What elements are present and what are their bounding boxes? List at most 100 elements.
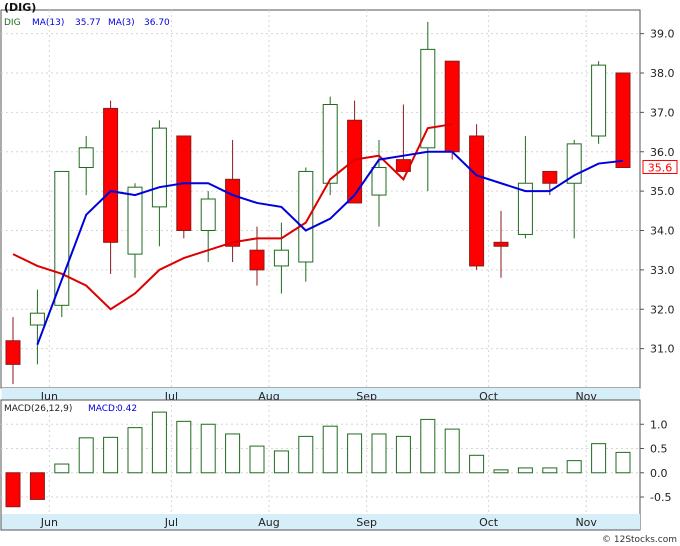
candle <box>322 96 338 196</box>
macd-label: MACD: <box>88 404 118 414</box>
candle <box>298 167 314 282</box>
ma13-label: MA(13) <box>32 18 64 28</box>
macd-bar <box>273 450 289 474</box>
price-ytick-label: 39.0 <box>650 28 675 41</box>
macd-xtick-label: Jun <box>40 516 58 529</box>
candle-body <box>249 249 265 271</box>
candle <box>420 21 436 192</box>
macd-bar <box>225 433 241 474</box>
candle <box>469 124 485 270</box>
price-ytick-label: 36.0 <box>650 146 675 159</box>
macd-bars <box>5 411 631 508</box>
price-ytick-label: 35.0 <box>650 185 675 198</box>
macd-xtick-label: Aug <box>258 516 279 529</box>
macd-bar <box>298 435 314 474</box>
last-price-badge: 35.6 <box>642 160 678 175</box>
macd-bar <box>347 433 363 474</box>
macd-bar <box>151 411 167 474</box>
macd-bar <box>127 427 143 474</box>
price-y-axis: 31.0 32.0 33.0 34.0 35.0 36.0 37.0 38.0 39.0 <box>640 28 675 356</box>
macd-bar <box>371 433 387 474</box>
macd-bar <box>200 423 216 474</box>
price-ytick-label: 31.0 <box>650 343 675 356</box>
price-ytick-label: 33.0 <box>650 264 675 277</box>
candle-body <box>566 143 582 184</box>
candle-body <box>615 72 631 168</box>
macd-bar <box>420 418 436 474</box>
candle <box>591 61 607 144</box>
moving-averages <box>12 123 624 346</box>
macd-bar <box>591 443 607 474</box>
candle-body <box>444 60 460 153</box>
macd-ytick-label: 0.0 <box>650 467 668 480</box>
candle-body <box>420 48 436 149</box>
candle-body <box>103 107 119 243</box>
candle <box>29 289 45 365</box>
candle-body <box>127 186 143 255</box>
price-panel: 31.032.033.034.035.036.037.038.039.0 Jun… <box>0 1 678 403</box>
macd-bar <box>395 435 411 474</box>
candle-body <box>151 127 167 208</box>
candle-body <box>54 170 70 306</box>
macd-bar <box>78 437 94 474</box>
macd-bar <box>54 463 70 474</box>
macd-bar <box>566 460 582 474</box>
candle-body <box>322 104 338 184</box>
candle-body <box>469 135 485 267</box>
macd-ytick-label: 1.0 <box>650 418 668 431</box>
macd-bar <box>249 445 265 474</box>
macd-bar <box>444 428 460 474</box>
ma3-label: MA(3) <box>108 18 135 28</box>
candle-body <box>347 119 363 204</box>
candle-body <box>78 147 94 168</box>
macd-bar <box>542 467 558 474</box>
macd-panel-frame <box>0 399 641 531</box>
ma3-value: 36.70 <box>144 18 170 28</box>
candle <box>493 210 509 278</box>
macd-panel: 1.0 0.5 0.0 -0.5 Jun Jul Aug Sep Oct Nov MACD(26… <box>0 399 671 531</box>
macd-bar <box>517 467 533 474</box>
candle-body <box>517 182 533 235</box>
macd-ytick-label: 0.5 <box>650 443 668 456</box>
macd-bar <box>103 436 119 474</box>
price-ytick-label: 32.0 <box>650 303 675 316</box>
macd-bar <box>493 469 509 474</box>
candle-body <box>200 198 216 231</box>
macd-ytick-label: -0.5 <box>650 491 671 504</box>
chart-title: (DIG) <box>4 1 36 14</box>
candle <box>78 136 94 196</box>
candle-body <box>542 170 558 184</box>
candle <box>615 72 631 168</box>
macd-bar <box>322 425 338 474</box>
macd-bar <box>469 454 485 474</box>
candle-body <box>371 167 387 196</box>
price-ytick-label: 37.0 <box>650 106 675 119</box>
price-ytick-label: 34.0 <box>650 225 675 238</box>
candle <box>347 100 363 204</box>
macd-title: MACD(26,12,9) <box>4 404 72 414</box>
price-ytick-label: 38.0 <box>650 67 675 80</box>
macd-bar <box>5 472 21 508</box>
candle-body <box>493 241 509 247</box>
candle-body <box>273 249 289 267</box>
candle-body <box>5 340 21 365</box>
price-legend: (DIG) DIG MA(13) 35.77 MA(3) 36.70 <box>4 1 170 28</box>
candle <box>371 139 387 227</box>
candle <box>127 183 143 278</box>
credit-text: © 12Stocks.com <box>602 535 677 545</box>
last-price-value: 35.6 <box>648 162 673 175</box>
candle-body <box>29 312 45 326</box>
candle-body <box>591 64 607 137</box>
candle <box>249 226 265 286</box>
candle-body <box>225 178 241 247</box>
macd-value: 0.42 <box>117 404 137 414</box>
macd-bar <box>615 451 631 474</box>
macd-bar <box>29 472 45 500</box>
candle <box>444 60 460 160</box>
last-price-box <box>642 160 678 174</box>
ma3-line <box>12 123 453 311</box>
ma13-line <box>36 150 624 346</box>
candle <box>176 135 192 239</box>
candle <box>200 191 216 262</box>
